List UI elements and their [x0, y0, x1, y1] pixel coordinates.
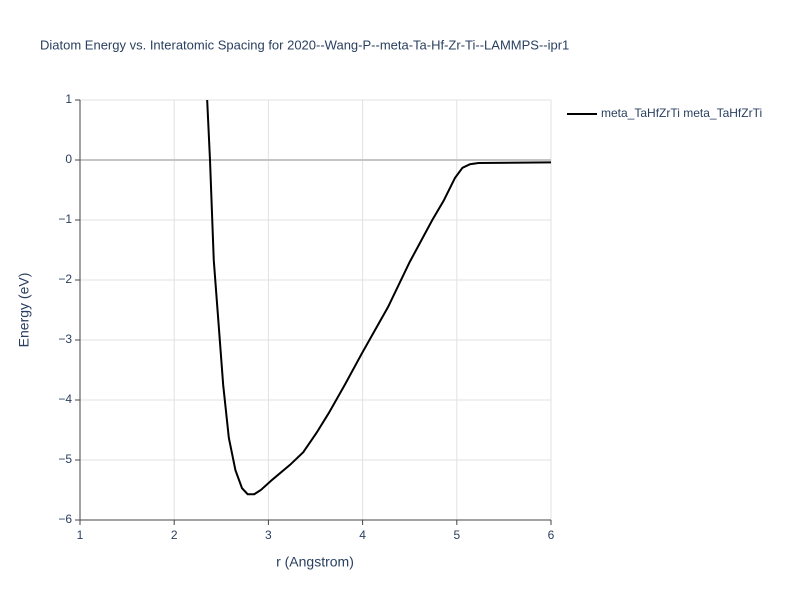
x-tick-label: 5: [453, 528, 460, 542]
x-tick-label: 1: [77, 528, 84, 542]
x-tick-label: 3: [265, 528, 272, 542]
y-tick-label: −5: [58, 452, 72, 466]
y-axis-label: Energy (eV): [16, 273, 32, 348]
plot-area: [206, 100, 551, 496]
x-tick-label: 4: [359, 528, 366, 542]
chart-title: Diatom Energy vs. Interatomic Spacing fo…: [40, 37, 569, 52]
x-axis-label: r (Angstrom): [276, 554, 354, 570]
y-tick-label: −2: [58, 272, 72, 286]
y-tick-label: −4: [58, 392, 72, 406]
y-tick-label: −1: [58, 212, 72, 226]
series-line: [206, 100, 551, 496]
y-tick-label: 0: [65, 152, 72, 166]
y-tick-label: 1: [65, 92, 72, 106]
x-tick-label: 6: [548, 528, 555, 542]
x-tick-label: 2: [171, 528, 178, 542]
y-tick-label: −3: [58, 332, 72, 346]
y-tick-label: −6: [58, 512, 72, 526]
legend-label: meta_TaHfZrTi meta_TaHfZrTi: [601, 106, 762, 120]
